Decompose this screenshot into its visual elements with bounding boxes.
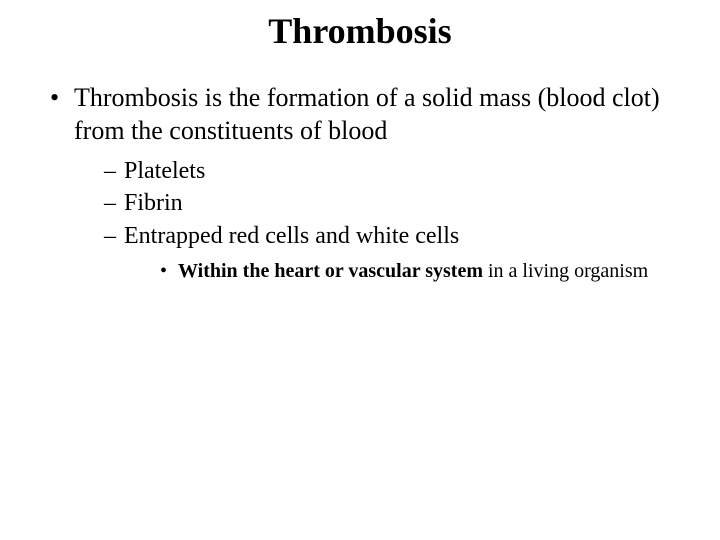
bullet-text: Entrapped red cells and white cells (124, 223, 459, 249)
list-item: Within the heart or vascular system in a… (160, 258, 680, 285)
bullet-text: Thrombosis is the formation of a solid m… (74, 83, 660, 145)
bullet-text-rest: in a living organism (488, 260, 648, 282)
bullet-list-level3: Within the heart or vascular system in a… (160, 258, 680, 285)
bullet-list-level1: Thrombosis is the formation of a solid m… (50, 82, 680, 285)
slide-title: Thrombosis (40, 10, 680, 52)
list-item: Platelets (104, 155, 680, 187)
list-item: Entrapped red cells and white cells With… (104, 220, 680, 285)
list-item: Fibrin (104, 187, 680, 219)
bullet-list-level2: Platelets Fibrin Entrapped red cells and… (104, 155, 680, 285)
bullet-text: Platelets (124, 158, 205, 184)
list-item: Thrombosis is the formation of a solid m… (50, 82, 680, 285)
bullet-text-bold: Within the heart or vascular system (178, 260, 488, 282)
bullet-text: Fibrin (124, 190, 183, 216)
